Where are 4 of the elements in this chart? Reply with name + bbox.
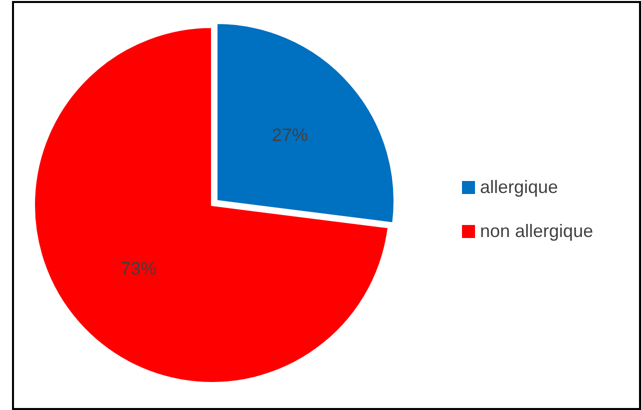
- data-label: 73%: [120, 258, 157, 278]
- legend-label: non allergique: [480, 220, 594, 241]
- data-label: 27%: [272, 125, 308, 146]
- legend-label: allergique: [480, 176, 558, 197]
